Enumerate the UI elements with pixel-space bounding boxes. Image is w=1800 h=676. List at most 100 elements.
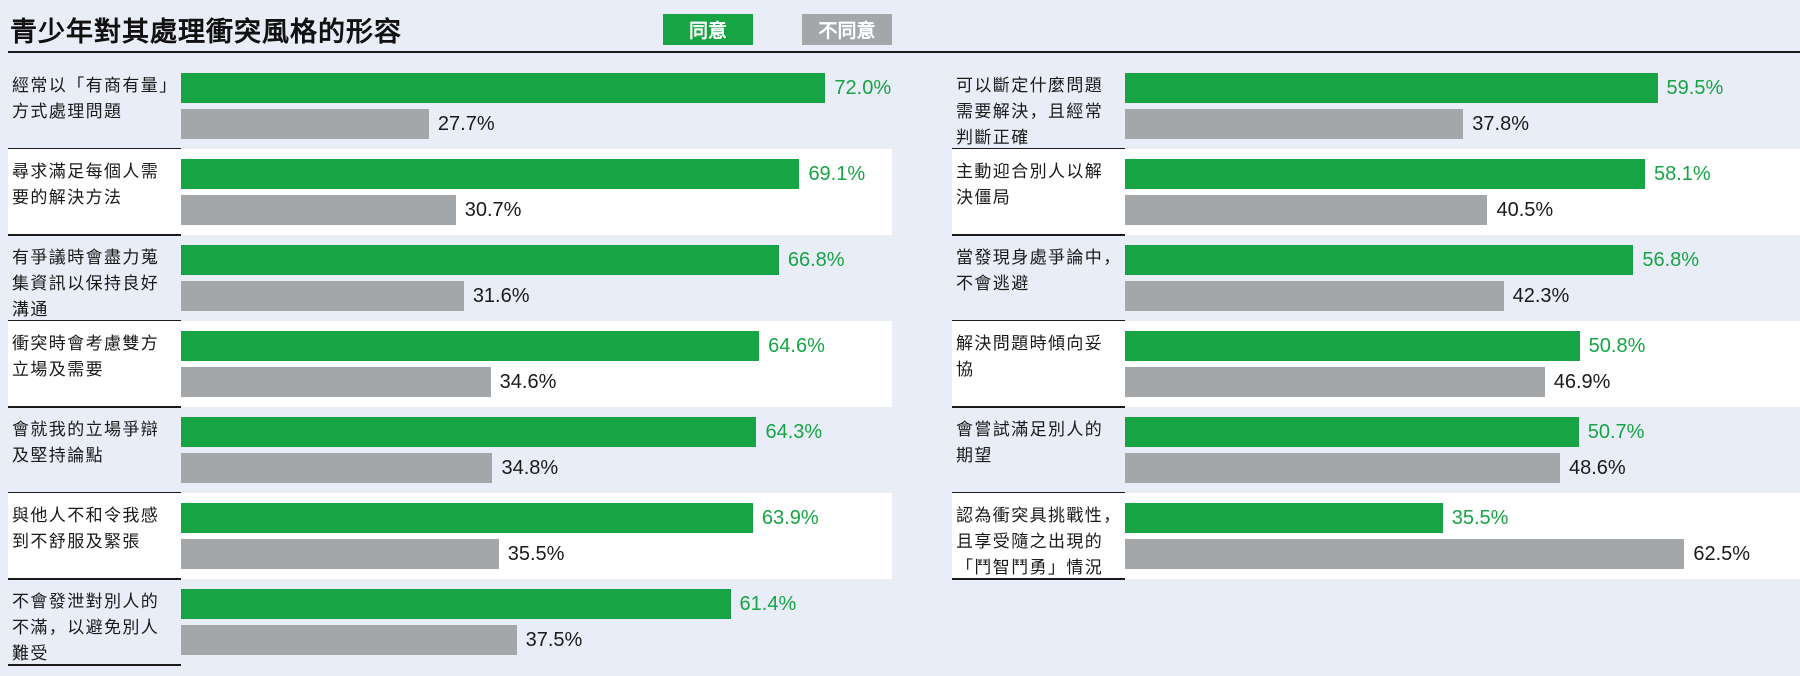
row-label: 解決問題時傾向妥協 [956,331,1126,383]
bar-row: 有爭議時會盡力蒐 集資訊以保持良好 溝通 66.8% 31.6% [8,235,892,323]
row-label-line: 主動迎合別人以解 [956,162,1104,182]
title-rule [8,51,1800,53]
chart-title: 青少年對其處理衝突風格的形容 [10,17,402,48]
disagree-bar [1125,195,1488,225]
row-label: 會嘗試滿足別人的 期望 [956,417,1126,469]
row-label-line: 衝突時會考慮雙方 [12,334,160,354]
agree-bar [1125,331,1580,361]
bar-row: 經常以「有商有量」 方式處理問題 72.0% 27.7% [8,63,892,150]
row-label-line: 不會發泄對別人的 [12,592,160,612]
agree-value-label: 64.3% [765,421,823,443]
agree-value-label: 66.8% [787,249,845,271]
row-label-line: 會嘗試滿足別人的 [956,420,1104,440]
disagree-bar [1125,367,1545,397]
bar-row: 認為衝突具挑戰性， 且享受隨之出現的 「鬥智鬥勇」情況 35.5% 62.5% [952,493,1800,581]
row-label: 不會發泄對別人的 不滿，以避免別人 難受 [12,589,182,667]
disagree-value-label: 34.6% [499,371,557,393]
row-label: 會就我的立場爭辯 及堅持論點 [12,417,182,469]
legend-disagree: 不同意 [802,14,892,45]
row-label: 尋求滿足每個人需 要的解決方法 [12,159,182,211]
row-label-line: 溝通 [12,300,49,320]
row-label-line: 集資訊以保持良好 [12,274,160,294]
row-label-line: 「鬥智鬥勇」情況 [956,558,1104,578]
row-label-line: 及堅持論點 [12,446,104,466]
row-label: 有爭議時會盡力蒐 集資訊以保持良好 溝通 [12,245,182,323]
row-label-line: 判斷正確 [956,128,1030,148]
bar-row: 當發現身處爭論中， 不會逃避 56.8% 42.3% [952,235,1800,322]
disagree-value-label: 37.5% [525,629,583,651]
disagree-bar [181,109,429,139]
row-label-line: 方式處理問題 [12,102,123,122]
agree-bar [1125,417,1579,447]
row-divider [8,234,181,236]
bar-row: 可以斷定什麼問題 需要解決，且經常 判斷正確 59.5% 37.8% [952,63,1800,150]
agree-value-label: 58.1% [1653,163,1711,185]
row-label: 主動迎合別人以解 決僵局 [956,159,1126,211]
bar-row: 尋求滿足每個人需 要的解決方法 69.1% 30.7% [8,149,892,236]
agree-bar [1125,503,1443,533]
row-label: 與他人不和令我感 到不舒服及緊張 [12,503,182,555]
agree-value-label: 59.5% [1666,77,1724,99]
agree-value-label: 50.7% [1587,421,1645,443]
bar-row: 衝突時會考慮雙方 立場及需要 64.6% 34.6% [8,321,892,408]
disagree-value-label: 46.9% [1553,371,1611,393]
agree-bar [181,503,753,533]
bar-row: 會嘗試滿足別人的 期望 50.7% 48.6% [952,407,1800,494]
row-label-line: 不會逃避 [956,274,1030,294]
disagree-value-label: 27.7% [437,113,495,135]
disagree-bar [181,195,456,225]
row-label-line: 會就我的立場爭辯 [12,420,160,440]
disagree-bar [181,539,499,569]
row-label-line: 要的解決方法 [12,188,123,208]
row-label: 衝突時會考慮雙方 立場及需要 [12,331,182,383]
legend-agree: 同意 [663,14,753,45]
row-label: 經常以「有商有量」 方式處理問題 [12,73,182,125]
row-label-line: 立場及需要 [12,360,104,380]
agree-bar [181,331,760,361]
disagree-value-label: 42.3% [1512,285,1570,307]
row-divider [8,578,181,580]
row-label-line: 協 [956,360,975,380]
bar-row: 不會發泄對別人的 不滿，以避免別人 難受 61.4% 37.5% [8,579,892,667]
row-label-line: 不滿，以避免別人 [12,618,160,638]
row-divider [8,664,181,666]
agree-bar [181,73,826,103]
row-label-line: 難受 [12,644,49,664]
bar-row: 解決問題時傾向妥協 50.8% 46.9% [952,321,1800,408]
disagree-value-label: 31.6% [472,285,530,307]
disagree-value-label: 40.5% [1496,199,1554,221]
row-label: 認為衝突具挑戰性， 且享受隨之出現的 「鬥智鬥勇」情況 [956,503,1126,581]
agree-bar [181,159,800,189]
row-label-line: 可以斷定什麼問題 [956,76,1104,96]
row-label-line: 解決問題時傾向妥 [956,334,1104,354]
row-label-line: 期望 [956,446,993,466]
agree-bar [181,417,757,447]
disagree-bar [181,625,517,655]
row-label-line: 且享受隨之出現的 [956,532,1104,552]
disagree-bar [1125,453,1560,483]
row-label-line: 需要解決，且經常 [956,102,1104,122]
agree-value-label: 56.8% [1642,249,1700,271]
row-divider [952,578,1125,580]
agree-bar [1125,245,1634,275]
disagree-bar [181,281,464,311]
agree-value-label: 61.4% [739,593,797,615]
row-label-line: 尋求滿足每個人需 [12,162,160,182]
disagree-bar [1125,281,1504,311]
bar-row: 與他人不和令我感 到不舒服及緊張 63.9% 35.5% [8,493,892,580]
agree-bar [1125,73,1658,103]
row-label-line: 與他人不和令我感 [12,506,160,526]
row-divider [952,406,1125,408]
disagree-value-label: 30.7% [464,199,522,221]
row-label-line: 決僵局 [956,188,1012,208]
agree-value-label: 63.9% [761,507,819,529]
disagree-bar [181,367,491,397]
row-label-line: 有爭議時會盡力蒐 [12,248,160,268]
row-divider [952,234,1125,236]
bar-row: 會就我的立場爭辯 及堅持論點 64.3% 34.8% [8,407,892,494]
disagree-value-label: 37.8% [1472,113,1530,135]
row-label: 當發現身處爭論中， 不會逃避 [956,245,1126,297]
row-label-line: 認為衝突具挑戰性， [956,506,1122,526]
agree-bar [1125,159,1645,189]
